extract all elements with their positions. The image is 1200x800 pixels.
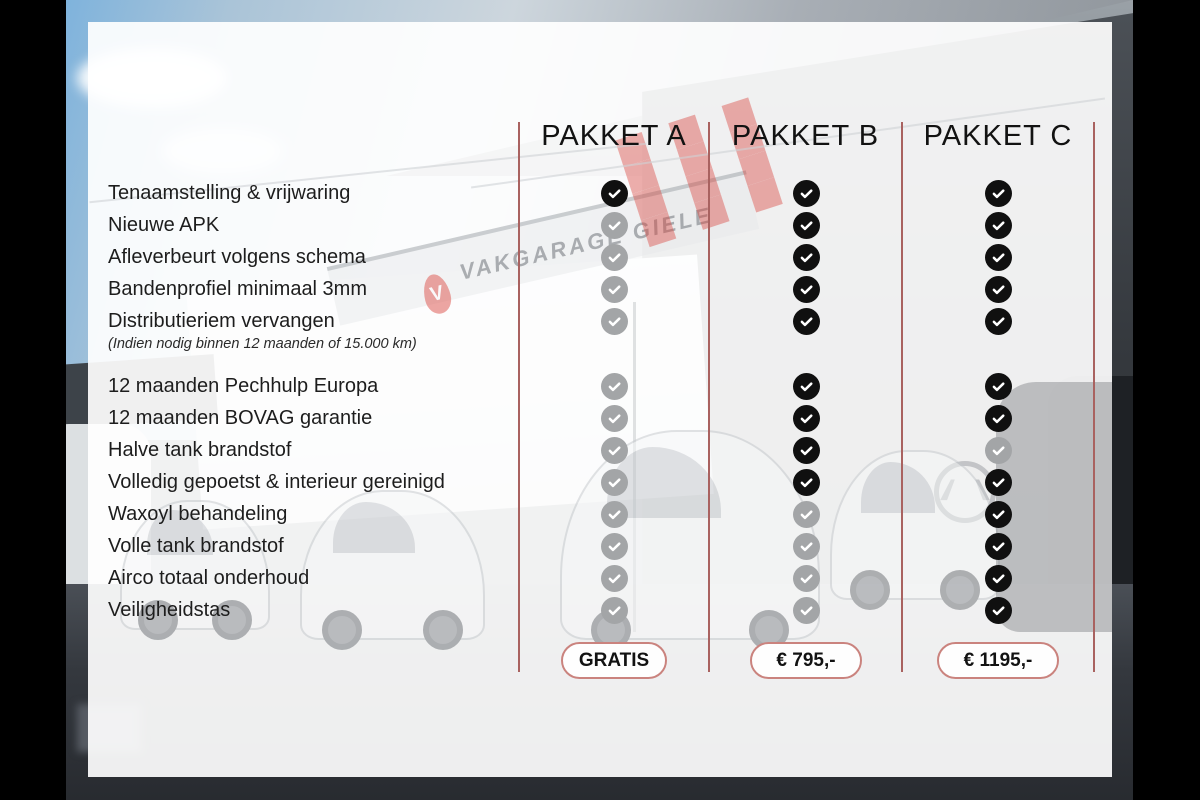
check-icon — [793, 180, 820, 207]
feature-label: 12 maanden BOVAG garantie — [108, 407, 373, 429]
column-header-pakket-c: PAKKET C — [923, 120, 1073, 152]
feature-label: Veiligheidstas — [108, 599, 231, 621]
check-icon — [793, 469, 820, 496]
check-icon — [793, 308, 820, 335]
check-icon — [601, 308, 628, 335]
check-icon — [601, 565, 628, 592]
table-row: Tenaamstelling & vrijwaring — [88, 177, 1112, 209]
table-row: Distributieriem vervangen (Indien nodig … — [88, 305, 1112, 352]
check-icon — [985, 212, 1012, 239]
comparison-panel: V VAKGARAGE GIELE PAKKET A PAKKET B PAKK… — [88, 22, 1112, 777]
feature-rows: Tenaamstelling & vrijwaring Nieuwe APK A… — [88, 22, 1112, 777]
check-icon — [601, 212, 628, 239]
check-icon — [793, 244, 820, 271]
table-row: 12 maanden BOVAG garantie — [88, 402, 1112, 434]
check-icon — [601, 501, 628, 528]
check-icon — [793, 405, 820, 432]
check-icon — [985, 597, 1012, 624]
table-row: Waxoyl behandeling — [88, 498, 1112, 530]
column-divider-line — [901, 122, 903, 672]
check-icon — [985, 373, 1012, 400]
feature-label: Bandenprofiel minimaal 3mm — [108, 278, 368, 300]
feature-note: (Indien nodig binnen 12 maanden of 15.00… — [108, 336, 417, 352]
table-row: Bandenprofiel minimaal 3mm — [88, 273, 1112, 305]
check-icon — [985, 533, 1012, 560]
check-icon — [985, 565, 1012, 592]
table-row: Volle tank brandstof — [88, 530, 1112, 562]
column-divider-line — [518, 122, 520, 672]
check-icon — [793, 533, 820, 560]
check-icon — [793, 276, 820, 303]
price-button-pakket-c[interactable]: € 1195,- — [937, 642, 1059, 679]
package-comparison-table: PAKKET A PAKKET B PAKKET C Tenaamstellin… — [88, 22, 1112, 777]
feature-label: Distributieriem vervangen — [108, 310, 335, 332]
check-icon — [985, 405, 1012, 432]
check-icon — [601, 469, 628, 496]
feature-label: Afleverbeurt volgens schema — [108, 246, 366, 268]
check-icon — [601, 437, 628, 464]
check-icon — [793, 565, 820, 592]
table-row: Volledig gepoetst & interieur gereinigd — [88, 466, 1112, 498]
table-row: Veiligheidstas — [88, 594, 1112, 626]
check-icon — [793, 212, 820, 239]
feature-label: Halve tank brandstof — [108, 439, 292, 461]
check-icon — [601, 180, 628, 207]
column-header-pakket-b: PAKKET B — [731, 120, 880, 152]
check-icon — [601, 405, 628, 432]
check-icon — [601, 244, 628, 271]
table-row: Nieuwe APK — [88, 209, 1112, 241]
feature-label: Nieuwe APK — [108, 214, 220, 236]
price-button-pakket-a[interactable]: GRATIS — [561, 642, 667, 679]
feature-label: Airco totaal onderhoud — [108, 567, 310, 589]
table-row: Airco totaal onderhoud — [88, 562, 1112, 594]
feature-label: Volledig gepoetst & interieur gereinigd — [108, 471, 445, 493]
check-icon — [985, 469, 1012, 496]
check-icon — [985, 276, 1012, 303]
feature-label: Waxoyl behandeling — [108, 503, 288, 525]
check-icon — [793, 597, 820, 624]
check-icon — [601, 597, 628, 624]
feature-label: 12 maanden Pechhulp Europa — [108, 375, 379, 397]
column-divider-line — [1093, 122, 1095, 672]
check-icon — [985, 180, 1012, 207]
check-icon — [601, 373, 628, 400]
table-row: Afleverbeurt volgens schema — [88, 241, 1112, 273]
feature-label: Volle tank brandstof — [108, 535, 284, 557]
check-icon — [601, 533, 628, 560]
check-icon — [793, 437, 820, 464]
check-icon — [985, 308, 1012, 335]
column-header-pakket-a: PAKKET A — [541, 120, 687, 152]
check-icon — [793, 373, 820, 400]
column-divider-line — [708, 122, 710, 672]
check-icon — [985, 501, 1012, 528]
table-row: 12 maanden Pechhulp Europa — [88, 370, 1112, 402]
feature-label: Tenaamstelling & vrijwaring — [108, 182, 351, 204]
price-button-pakket-b[interactable]: € 795,- — [750, 642, 862, 679]
check-icon — [793, 501, 820, 528]
check-icon — [985, 244, 1012, 271]
table-row: Halve tank brandstof — [88, 434, 1112, 466]
check-icon — [985, 437, 1012, 464]
check-icon — [601, 276, 628, 303]
